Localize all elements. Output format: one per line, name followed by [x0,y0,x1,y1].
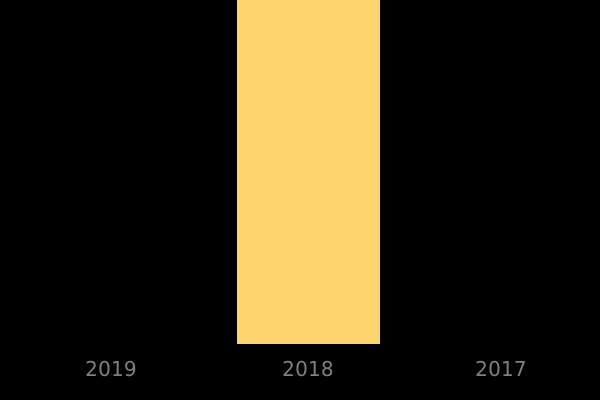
x-tick-label-2018: 2018 [282,357,334,381]
x-tick-label-2017: 2017 [475,357,527,381]
bar-2018[interactable] [237,0,380,344]
x-axis: 2019 2018 2017 [0,344,600,400]
x-tick-label-2019: 2019 [85,357,137,381]
plot-area [237,0,380,344]
